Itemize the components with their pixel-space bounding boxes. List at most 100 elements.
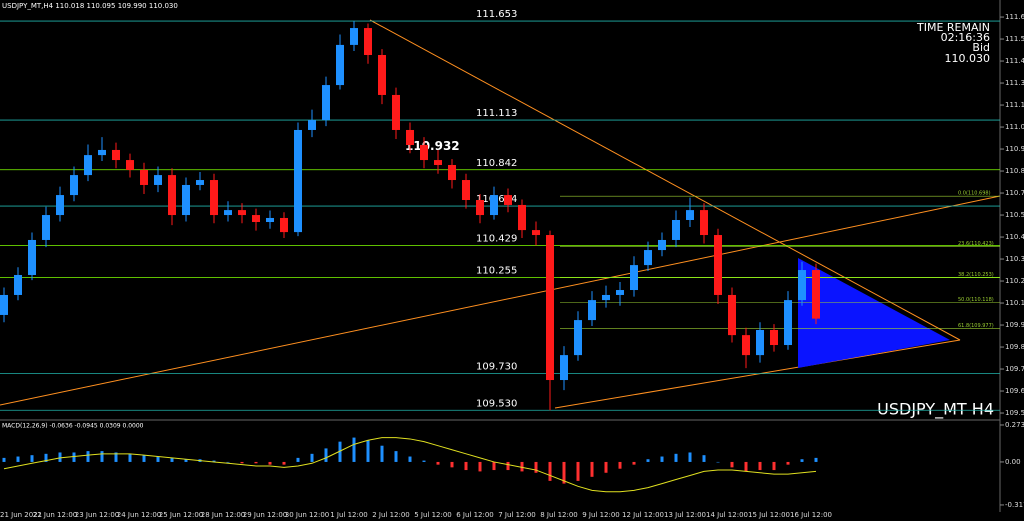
macd-bar	[660, 456, 664, 462]
candle-body	[686, 210, 694, 220]
candle-body	[154, 175, 162, 185]
info: TIME REMAIN	[916, 21, 990, 34]
y-tick-label: 109.515	[1005, 409, 1024, 417]
candle-body	[518, 204, 526, 231]
macd-bar	[212, 460, 216, 462]
y-tick-label: 110.355	[1005, 255, 1024, 263]
fib-label: 61.8(109.977)	[958, 323, 994, 329]
level-label: 109.730	[476, 362, 517, 373]
candle-body	[56, 195, 64, 216]
macd-bar	[394, 451, 398, 462]
macd-bar	[268, 461, 272, 465]
level-label: 110.932	[405, 139, 460, 153]
candle-body	[420, 145, 428, 161]
candle-body	[42, 215, 50, 240]
macd-bar	[772, 461, 776, 471]
candle-body	[238, 210, 246, 216]
macd-bar	[16, 456, 20, 462]
trendline	[369, 19, 961, 341]
macd-bar	[744, 461, 748, 472]
level-label: 111.113	[476, 108, 517, 119]
macd-bar	[352, 437, 356, 462]
x-tick-label: 23 Jun 12:00	[75, 511, 119, 519]
candle-body	[644, 250, 652, 266]
macd-bar	[170, 457, 174, 462]
candle-body	[378, 54, 386, 95]
watermark: USDJPY_MT H4	[877, 400, 994, 420]
macd-bar	[184, 459, 188, 462]
x-tick-label: 16 Jul 12:00	[790, 511, 832, 519]
macd-bar	[72, 452, 76, 462]
macd-bar	[142, 455, 146, 462]
macd-bar	[436, 461, 440, 465]
candle-body	[714, 235, 722, 295]
candle-body	[224, 210, 232, 216]
candle-body	[84, 155, 92, 176]
macd-bar	[800, 459, 804, 462]
level-label: 110.255	[476, 265, 517, 276]
x-tick-label: 6 Jul 12:00	[456, 511, 494, 519]
candle-body	[252, 215, 260, 223]
x-tick-label: 9 Jul 12:00	[582, 511, 620, 519]
y-tick-label: 110.475	[1005, 233, 1024, 241]
macd-tick-label: 0.2732	[1005, 421, 1024, 429]
candle-body	[350, 28, 358, 45]
macd-bar	[604, 461, 608, 473]
macd-bar	[226, 461, 230, 463]
candle-body	[322, 85, 330, 121]
x-tick-label: 1 Jul 12:00	[330, 511, 368, 519]
x-tick-label: 21 Jun 2021	[0, 511, 42, 519]
macd-bar	[450, 461, 454, 468]
macd-bar	[548, 461, 552, 481]
macd-bar	[422, 460, 426, 462]
y-tick-label: 111.075	[1005, 123, 1024, 131]
y-tick-label: 111.315	[1005, 79, 1024, 87]
y-tick-label: 111.675	[1005, 13, 1024, 21]
x-tick-label: 24 Jun 12:00	[117, 511, 161, 519]
macd-bar	[282, 461, 286, 465]
info: Bid	[972, 41, 990, 54]
candle-body	[182, 184, 190, 216]
macd-bar	[2, 457, 6, 462]
candle-body	[14, 274, 22, 295]
macd-bar	[114, 452, 118, 462]
candle-body	[490, 195, 498, 216]
macd-bar	[86, 451, 90, 462]
candle-body	[588, 300, 596, 321]
candle-body	[112, 149, 120, 161]
macd-bar	[380, 445, 384, 462]
macd-bar	[30, 455, 34, 462]
info: 02:16:36	[941, 31, 990, 44]
macd-bar	[492, 461, 496, 471]
candle-body	[140, 169, 148, 185]
macd-bar	[590, 461, 594, 477]
macd-bar	[100, 451, 104, 462]
macd-tick-label: 0.00	[1005, 458, 1021, 466]
y-tick-label: 111.435	[1005, 57, 1024, 65]
x-tick-label: 7 Jul 12:00	[498, 511, 536, 519]
level-label: 110.842	[476, 158, 517, 169]
macd-bar	[58, 452, 62, 462]
macd-bar	[366, 440, 370, 462]
x-tick-label: 8 Jul 12:00	[540, 511, 578, 519]
macd-bar	[758, 461, 762, 471]
candle-body	[336, 44, 344, 86]
x-tick-label: 12 Jul 12:00	[622, 511, 664, 519]
fib-label: 23.6(110.423)	[958, 241, 994, 247]
candle-body	[462, 180, 470, 201]
candle-body	[448, 164, 456, 181]
x-tick-label: 2 Jul 12:00	[372, 511, 410, 519]
candle-body	[630, 265, 638, 291]
x-tick-label: 28 Jun 12:00	[201, 511, 245, 519]
macd-bar	[156, 456, 160, 462]
candle-body	[98, 149, 106, 156]
y-tick-label: 110.235	[1005, 277, 1024, 285]
candle-body	[0, 294, 8, 315]
candle-body	[798, 270, 806, 301]
candle-body	[476, 200, 484, 216]
candle-body	[784, 300, 792, 346]
y-tick-label: 110.595	[1005, 211, 1024, 219]
macd-bar	[520, 461, 524, 472]
macd-bar	[310, 453, 314, 462]
